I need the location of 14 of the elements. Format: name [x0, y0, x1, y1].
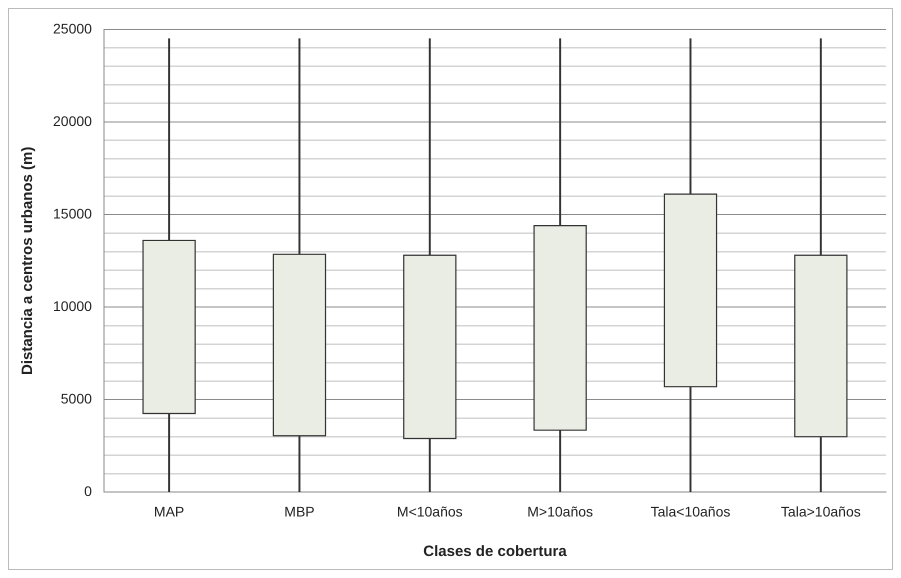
- x-tick-label: Tala>10años: [780, 503, 861, 520]
- y-tick-label: 15000: [52, 205, 92, 222]
- x-tick-label: Tala<10años: [650, 503, 730, 520]
- x-tick-label: M<10años: [396, 503, 463, 520]
- y-tick-label: 0: [84, 483, 92, 500]
- y-tick-label: 20000: [52, 112, 92, 129]
- y-tick-label: 25000: [52, 20, 92, 36]
- x-tick-label: MAP: [154, 503, 184, 520]
- y-axis-title: Distancia a centros urbanos (m): [19, 146, 36, 376]
- y-tick-label: 10000: [52, 298, 92, 314]
- x-axis-title: Clases de cobertura: [423, 543, 568, 560]
- x-tick-label: MBP: [284, 503, 315, 520]
- y-tick-label: 5000: [60, 390, 92, 406]
- x-tick-label: M>10años: [527, 503, 594, 520]
